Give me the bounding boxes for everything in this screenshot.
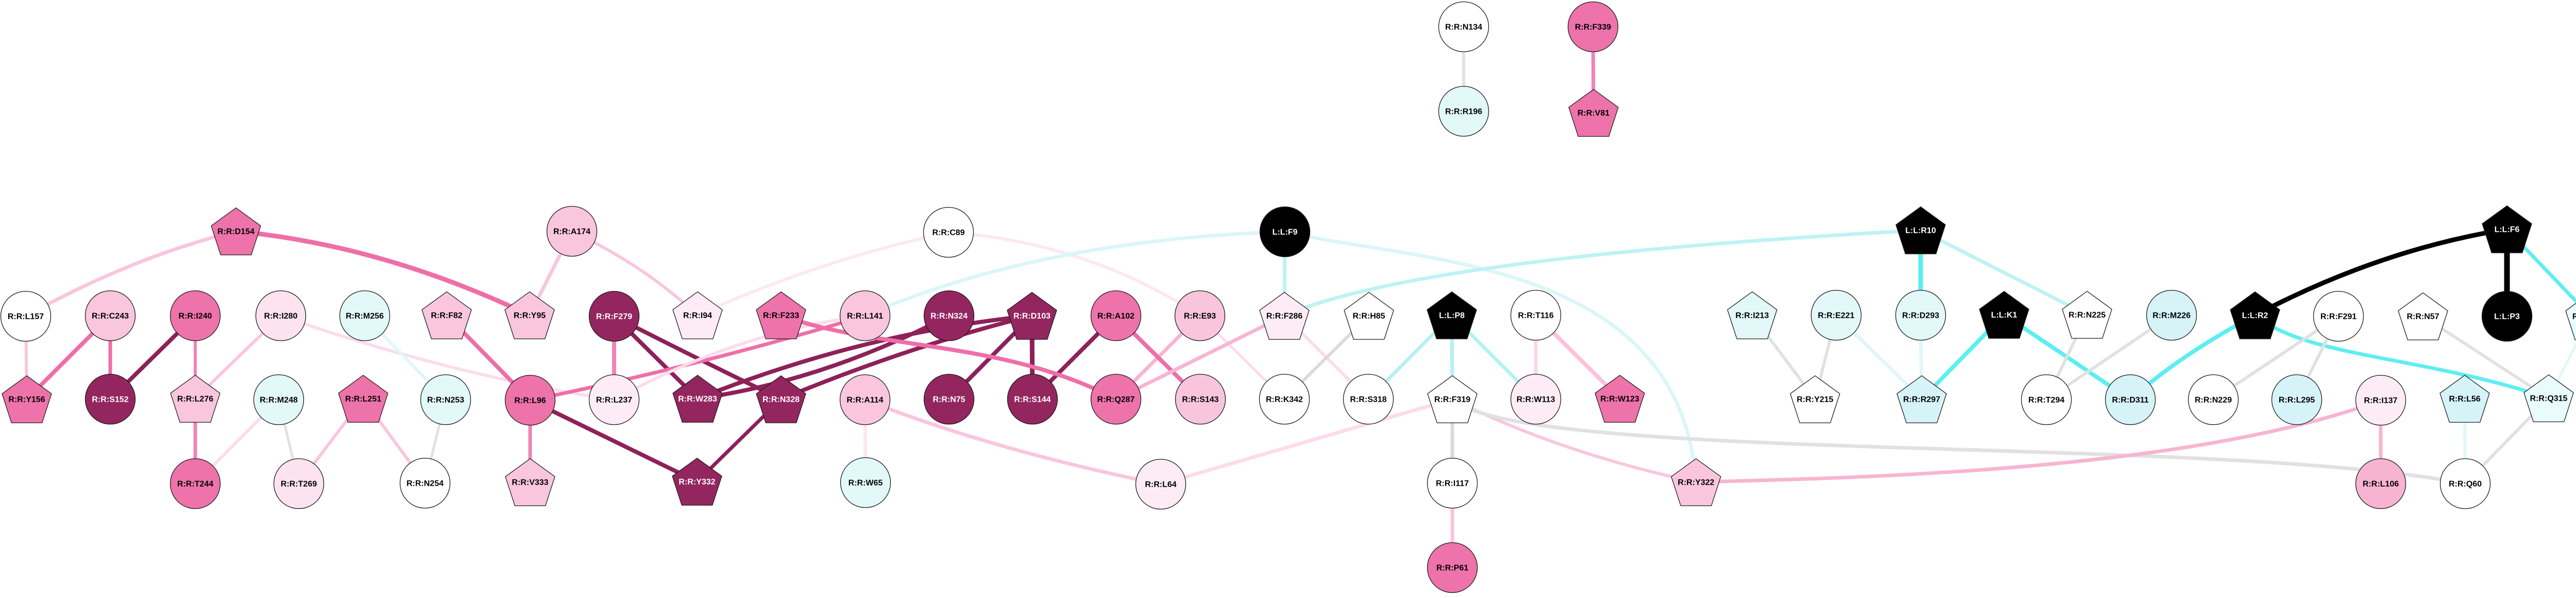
- svg-text:R:R:T294: R:R:T294: [2028, 396, 2064, 405]
- svg-text:R:R:F339: R:R:F339: [1575, 23, 1611, 32]
- svg-text:R:R:N254: R:R:N254: [406, 480, 444, 488]
- svg-text:L:L:P3: L:L:P3: [2494, 313, 2520, 321]
- svg-text:R:R:Q315: R:R:Q315: [2530, 395, 2568, 403]
- svg-text:R:R:P61: R:R:P61: [1436, 564, 1468, 573]
- svg-text:R:R:F291: R:R:F291: [2320, 313, 2357, 321]
- svg-text:R:R:Y156: R:R:Y156: [8, 396, 45, 404]
- svg-text:L:L:K1: L:L:K1: [1991, 311, 2018, 320]
- svg-text:R:R:S318: R:R:S318: [1350, 396, 1386, 404]
- svg-text:R:R:C243: R:R:C243: [92, 312, 129, 321]
- svg-text:R:R:L64: R:R:L64: [1145, 481, 1176, 489]
- svg-text:R:R:L295: R:R:L295: [2279, 396, 2315, 405]
- svg-text:R:R:N57: R:R:N57: [2406, 313, 2439, 321]
- svg-text:L:L:F9: L:L:F9: [1273, 228, 1298, 237]
- svg-text:R:R:Y332: R:R:Y332: [679, 478, 715, 487]
- svg-text:R:R:E221: R:R:E221: [1818, 312, 1854, 320]
- svg-text:R:R:Y215: R:R:Y215: [1797, 396, 1833, 404]
- svg-text:R:R:W113: R:R:W113: [1517, 396, 1555, 404]
- svg-text:R:R:N328: R:R:N328: [762, 396, 800, 404]
- svg-text:R:R:C89: R:R:C89: [932, 229, 964, 237]
- svg-text:R:R:E93: R:R:E93: [1184, 312, 1216, 321]
- svg-text:R:R:L251: R:R:L251: [345, 395, 381, 404]
- svg-text:R:R:F279: R:R:F279: [596, 313, 632, 321]
- svg-text:R:R:N225: R:R:N225: [2069, 311, 2106, 320]
- svg-text:R:R:T116: R:R:T116: [1518, 312, 1553, 320]
- svg-text:R:R:L141: R:R:L141: [847, 312, 883, 321]
- svg-text:R:R:L237: R:R:L237: [596, 396, 632, 405]
- svg-text:R:R:W283: R:R:W283: [678, 395, 717, 404]
- svg-text:R:R:L96: R:R:L96: [514, 397, 546, 405]
- svg-text:R:R:N324: R:R:N324: [930, 312, 968, 321]
- svg-text:R:R:A114: R:R:A114: [846, 396, 883, 405]
- svg-text:R:R:Y95: R:R:Y95: [514, 312, 546, 320]
- svg-text:R:R:S144: R:R:S144: [1014, 396, 1050, 404]
- svg-text:L:L:F6: L:L:F6: [2495, 226, 2520, 234]
- svg-text:R:R:S143: R:R:S143: [1182, 396, 1218, 404]
- svg-text:R:R:T244: R:R:T244: [177, 480, 213, 489]
- svg-text:R:R:H85: R:R:H85: [1352, 312, 1385, 321]
- svg-text:R:R:V333: R:R:V333: [512, 479, 548, 487]
- svg-text:R:R:A174: R:R:A174: [553, 228, 590, 236]
- svg-text:R:R:F319: R:R:F319: [1434, 396, 1470, 404]
- svg-text:R:R:R297: R:R:R297: [1903, 396, 1940, 404]
- svg-text:R:R:N253: R:R:N253: [427, 396, 464, 405]
- svg-text:R:R:N229: R:R:N229: [2195, 396, 2232, 405]
- svg-text:R:R:L56: R:R:L56: [2449, 395, 2480, 404]
- svg-text:R:R:L157: R:R:L157: [8, 313, 44, 321]
- svg-text:R:R:W65: R:R:W65: [849, 479, 883, 488]
- svg-text:R:R:R196: R:R:R196: [1445, 108, 1482, 116]
- svg-text:R:R:A102: R:R:A102: [1097, 312, 1134, 321]
- svg-text:R:R:D311: R:R:D311: [2112, 396, 2148, 405]
- svg-text:R:R:I94: R:R:I94: [683, 312, 712, 320]
- svg-text:R:R:M226: R:R:M226: [2153, 312, 2191, 320]
- svg-text:R:R:D154: R:R:D154: [217, 228, 255, 236]
- svg-text:R:R:Q287: R:R:Q287: [1097, 396, 1135, 404]
- svg-text:R:R:I240: R:R:I240: [179, 312, 212, 321]
- svg-text:R:R:W123: R:R:W123: [1600, 395, 1639, 404]
- svg-text:R:R:F233: R:R:F233: [763, 312, 799, 320]
- svg-text:R:R:V81: R:R:V81: [1578, 109, 1609, 118]
- svg-text:R:R:M256: R:R:M256: [346, 312, 384, 321]
- svg-text:R:R:K342: R:R:K342: [1266, 396, 1303, 404]
- svg-text:L:L:R2: L:L:R2: [2242, 312, 2268, 320]
- svg-text:R:R:I137: R:R:I137: [2364, 397, 2398, 405]
- svg-text:R:R:Y322: R:R:Y322: [1677, 479, 1714, 487]
- svg-text:R:R:M248: R:R:M248: [260, 396, 298, 405]
- svg-text:L:L:P8: L:L:P8: [1439, 312, 1465, 320]
- svg-text:R:R:Q60: R:R:Q60: [2449, 480, 2482, 489]
- svg-text:R:R:D293: R:R:D293: [1902, 312, 1939, 320]
- svg-text:R:R:N75: R:R:N75: [933, 396, 965, 404]
- svg-text:L:L:R10: L:L:R10: [1905, 227, 1936, 235]
- svg-text:R:R:I213: R:R:I213: [1736, 312, 1769, 320]
- svg-text:R:R:I280: R:R:I280: [264, 312, 298, 321]
- svg-text:R:R:I117: R:R:I117: [1436, 480, 1469, 488]
- svg-text:R:R:F121: R:R:F121: [2572, 313, 2576, 321]
- svg-text:R:R:D103: R:R:D103: [1013, 312, 1050, 321]
- svg-text:R:R:T269: R:R:T269: [281, 480, 317, 489]
- svg-text:R:R:F286: R:R:F286: [1266, 312, 1302, 321]
- svg-text:R:R:S152: R:R:S152: [92, 396, 128, 404]
- svg-text:R:R:N134: R:R:N134: [1445, 23, 1482, 32]
- svg-text:R:R:F82: R:R:F82: [431, 312, 462, 320]
- svg-text:R:R:L276: R:R:L276: [177, 395, 213, 404]
- svg-text:R:R:L106: R:R:L106: [2363, 480, 2399, 489]
